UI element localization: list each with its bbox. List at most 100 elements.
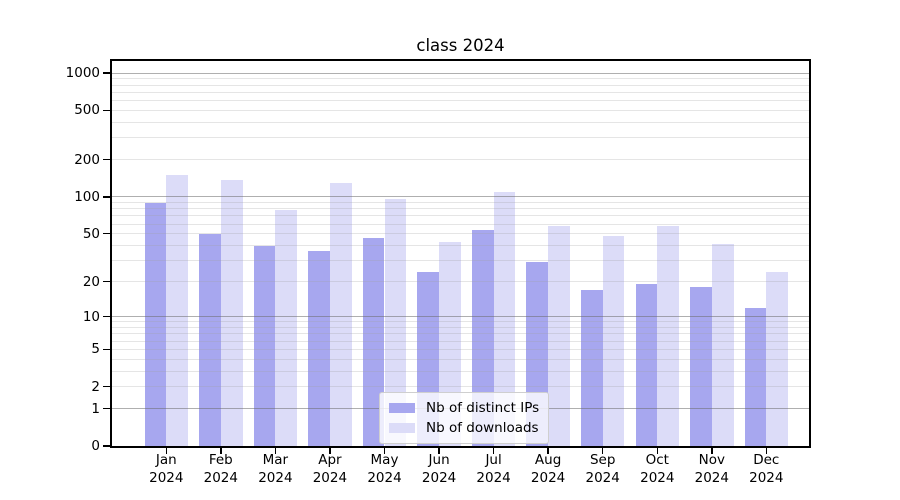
x-tick-label-may: May 2024 [353,452,417,487]
x-tick-label-month: Nov [698,452,725,468]
gridline-minor-600 [112,100,809,102]
x-tick-jun [438,448,440,454]
x-tick-label-year: 2024 [640,469,675,486]
y-tick-5 [103,348,110,351]
y-tick-1 [103,407,110,410]
legend-label-distinct-ips: Nb of distinct IPs [426,400,540,416]
y-tick-500 [103,109,110,112]
gridline-minor-6 [112,340,809,342]
y-tick-label-1: 1 [91,400,100,417]
x-tick-label-year: 2024 [258,469,293,486]
bar-nb-of-downloads-feb [220,180,243,446]
x-tick-label-month: Jun [428,452,450,468]
gridline-minor-40 [112,245,809,246]
y-tick-10 [103,315,110,318]
gridline-minor-5 [112,348,809,350]
bar-nb-of-downloads-jul [493,191,516,446]
y-tick-200 [103,158,110,161]
x-tick-label-feb: Feb 2024 [189,452,253,487]
gridline-minor-30 [112,260,809,262]
y-tick-label-200: 200 [74,151,100,168]
x-tick-oct [656,448,659,454]
x-tick-feb [220,448,222,454]
x-tick-label-year: 2024 [149,469,184,486]
x-tick-label-jul: Jul 2024 [462,452,526,487]
bar-nb-of-downloads-nov [711,244,734,446]
gridline-minor-90 [112,202,809,203]
bar-nb-of-distinct-ips-sep [580,290,603,446]
gridline-major-1000 [112,72,809,74]
legend-item-distinct-ips: Nb of distinct IPs [389,398,539,418]
x-tick-label-sep: Sep 2024 [571,452,635,487]
gridline-minor-50 [112,233,809,235]
x-tick-label-year: 2024 [203,469,238,486]
chart-title: class 2024 [416,36,505,55]
y-tick-2 [103,385,110,388]
x-tick-jul [492,448,495,454]
gridline-minor-500 [112,109,809,111]
x-tick-label-month: Jan [155,452,177,468]
gridline-minor-8 [112,326,809,328]
bar-nb-of-downloads-dec [766,272,789,446]
bar-nb-of-distinct-ips-feb [199,233,221,446]
gridline-minor-60 [112,223,809,225]
x-tick-label-year: 2024 [476,469,511,486]
x-tick-label-dec: Dec 2024 [734,452,798,487]
y-tick-1000 [103,72,110,74]
bar-nb-of-downloads-apr [329,182,352,446]
x-tick-label-jun: Jun 2024 [407,452,471,487]
y-tick-50 [103,232,110,235]
gridline-minor-900 [112,78,809,80]
gridline-minor-80 [112,208,809,210]
legend: Nb of distinct IPs Nb of downloads [379,392,550,444]
x-tick-label-year: 2024 [585,469,620,486]
gridline-major-100 [112,196,809,198]
bar-nb-of-downloads-mar [275,210,298,446]
y-tick-20 [103,280,110,283]
x-tick-label-year: 2024 [421,469,457,486]
x-tick-label-month: Apr [318,452,342,468]
gridline-minor-4 [112,358,809,360]
x-tick-may [383,448,386,454]
bar-nb-of-downloads-oct [657,225,680,446]
x-tick-nov [711,448,713,454]
x-tick-label-month: Mar [262,452,289,468]
legend-swatch-distinct-ips [389,403,415,413]
bar-nb-of-distinct-ips-apr [308,251,330,446]
x-tick-label-year: 2024 [749,469,784,486]
y-tick-label-100: 100 [74,188,100,205]
bar-nb-of-downloads-aug [548,225,570,446]
x-tick-label-month: Oct [645,452,669,468]
legend-label-downloads: Nb of downloads [426,420,539,436]
gridline-minor-300 [112,137,809,139]
y-tick-label-5: 5 [91,341,100,358]
x-tick-label-mar: Mar 2024 [243,452,307,487]
x-tick-label-year: 2024 [694,469,729,486]
x-tick-dec [765,448,768,454]
bar-nb-of-downloads-jan [166,175,189,446]
bar-nb-of-distinct-ips-mar [253,245,276,446]
bar-nb-of-distinct-ips-nov [690,287,712,446]
gridline-minor-3 [112,370,809,372]
x-tick-aug [547,448,549,454]
x-tick-label-month: Sep [589,452,616,468]
x-tick-label-month: Dec [753,452,780,468]
gridline-minor-7 [112,333,809,335]
bar-nb-of-distinct-ips-jan [144,202,167,446]
legend-swatch-downloads [389,423,415,433]
x-tick-label-month: Aug [534,452,562,468]
x-tick-jan [165,448,168,454]
x-tick-mar [274,448,277,454]
bar-nb-of-downloads-sep [602,235,625,446]
y-tick-label-500: 500 [74,102,100,119]
x-tick-label-month: Jul [485,452,502,468]
x-tick-apr [329,448,331,454]
x-tick-label-aug: Aug 2024 [516,452,580,487]
x-tick-label-nov: Nov 2024 [680,452,744,487]
x-tick-sep [601,448,604,454]
bar-nb-of-distinct-ips-oct [635,284,658,446]
legend-item-downloads: Nb of downloads [389,418,539,438]
gridline-minor-20 [112,281,809,283]
gridline-minor-9 [112,321,809,323]
